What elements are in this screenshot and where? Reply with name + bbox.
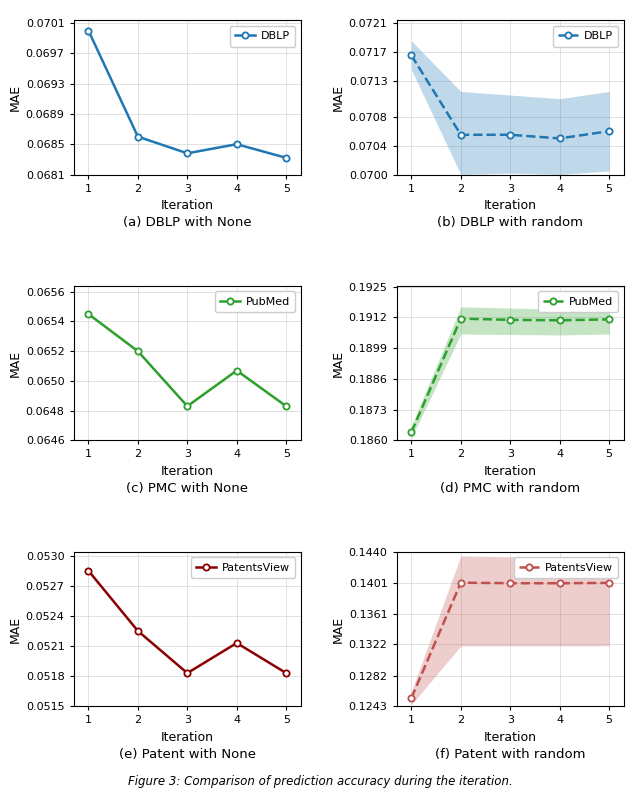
Text: (e) Patent with None: (e) Patent with None <box>119 748 256 760</box>
PubMed <box>184 401 191 411</box>
Legend: PubMed: PubMed <box>214 291 296 313</box>
PatentsView <box>282 668 290 678</box>
Y-axis label: MAE: MAE <box>8 350 22 377</box>
DBLP <box>134 132 141 141</box>
PatentsView <box>556 579 564 588</box>
DBLP <box>506 130 514 140</box>
DBLP <box>184 148 191 158</box>
PubMed <box>605 314 613 324</box>
Line: PubMed: PubMed <box>408 315 612 435</box>
X-axis label: Iteration: Iteration <box>161 465 214 478</box>
DBLP <box>408 50 415 60</box>
DBLP <box>84 26 92 35</box>
DBLP <box>605 126 613 136</box>
PubMed <box>134 346 141 356</box>
PatentsView <box>506 579 514 588</box>
Text: (b) DBLP with random: (b) DBLP with random <box>437 216 583 229</box>
Y-axis label: MAE: MAE <box>8 84 22 111</box>
DBLP <box>457 130 465 140</box>
Legend: DBLP: DBLP <box>230 26 296 46</box>
PubMed <box>556 315 564 325</box>
Line: PatentsView: PatentsView <box>408 579 612 701</box>
X-axis label: Iteration: Iteration <box>484 199 537 212</box>
X-axis label: Iteration: Iteration <box>161 731 214 744</box>
PubMed <box>282 401 290 411</box>
Text: (d) PMC with random: (d) PMC with random <box>440 482 580 495</box>
Legend: DBLP: DBLP <box>553 26 618 46</box>
PubMed <box>84 310 92 319</box>
Line: DBLP: DBLP <box>85 27 289 161</box>
X-axis label: Iteration: Iteration <box>161 199 214 212</box>
Legend: PatentsView: PatentsView <box>514 557 618 579</box>
PatentsView <box>408 693 415 703</box>
Legend: PubMed: PubMed <box>538 291 618 313</box>
Line: PatentsView: PatentsView <box>85 567 289 676</box>
X-axis label: Iteration: Iteration <box>484 731 537 744</box>
PubMed <box>408 427 415 437</box>
Legend: PatentsView: PatentsView <box>191 557 296 579</box>
Text: (c) PMC with None: (c) PMC with None <box>126 482 248 495</box>
PubMed <box>457 314 465 323</box>
Text: (a) DBLP with None: (a) DBLP with None <box>123 216 252 229</box>
PubMed <box>233 365 241 375</box>
Y-axis label: MAE: MAE <box>332 615 344 642</box>
PatentsView <box>457 578 465 587</box>
Y-axis label: MAE: MAE <box>332 84 344 111</box>
PatentsView <box>605 578 613 587</box>
Text: (f) Patent with random: (f) Patent with random <box>435 748 586 760</box>
DBLP <box>233 140 241 149</box>
X-axis label: Iteration: Iteration <box>484 465 537 478</box>
Y-axis label: MAE: MAE <box>8 615 22 642</box>
Y-axis label: MAE: MAE <box>332 350 344 377</box>
Text: Figure 3: Comparison of prediction accuracy during the iteration.: Figure 3: Comparison of prediction accur… <box>127 776 513 788</box>
PatentsView <box>184 668 191 678</box>
PatentsView <box>233 638 241 648</box>
PatentsView <box>84 566 92 575</box>
PubMed <box>506 315 514 325</box>
DBLP <box>556 133 564 143</box>
PatentsView <box>134 626 141 636</box>
DBLP <box>282 153 290 163</box>
Line: PubMed: PubMed <box>85 311 289 409</box>
Line: DBLP: DBLP <box>408 52 612 141</box>
